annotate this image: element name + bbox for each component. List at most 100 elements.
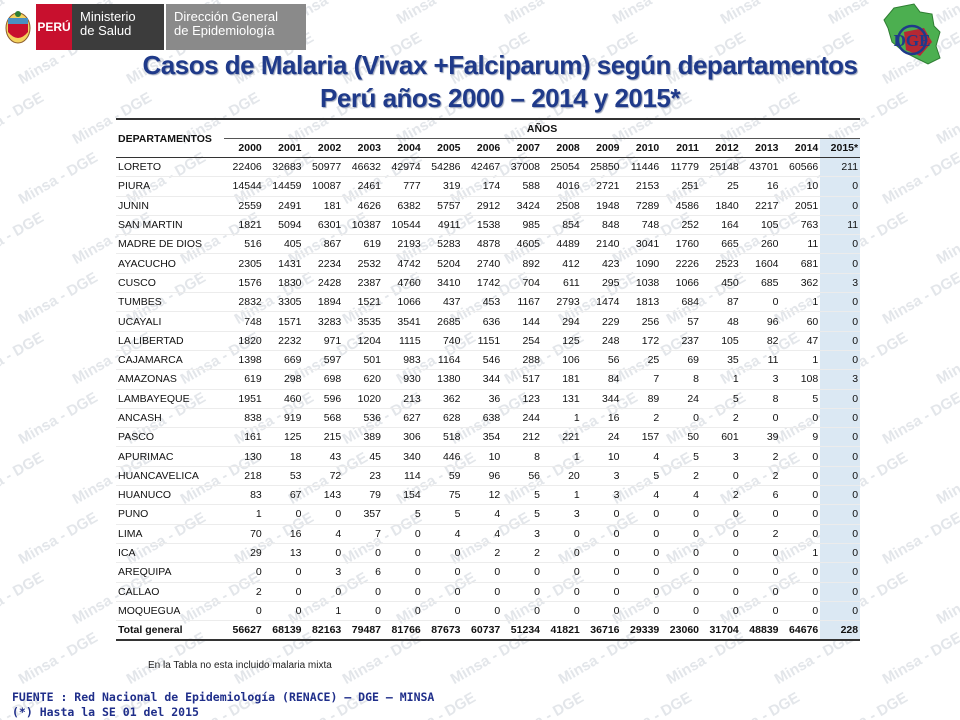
value-cell: 82	[740, 331, 781, 351]
department-cell: HUANUCO	[116, 485, 224, 506]
minsa-logo: PERÚ Ministerio de Salud Dirección Gener…	[0, 4, 306, 50]
value-cell: 59	[422, 466, 463, 487]
value-cell: 4626	[343, 196, 383, 216]
value-cell: 1820	[224, 331, 264, 351]
value-cell: 237	[661, 331, 701, 351]
watermark-text: Minsa - DGE	[933, 449, 960, 508]
value-cell: 3041	[621, 234, 662, 255]
value-cell: 218	[224, 466, 264, 487]
value-cell: 0	[542, 582, 582, 602]
value-cell: 11	[780, 234, 821, 255]
department-cell: MADRE DE DIOS	[116, 234, 224, 255]
value-cell: 211	[820, 157, 861, 178]
table-row: CUSCO 1576 1830 2428 2387 4760 3410 1742 704 611 2…	[116, 273, 861, 294]
value-cell: 0	[820, 582, 861, 602]
value-cell: 6382	[383, 196, 423, 216]
value-cell: 89	[621, 389, 662, 409]
table-row: TUMBES 2832 3305 1894 1521 1066 437 453 1167 2793…	[116, 292, 861, 313]
value-cell: 60	[780, 311, 821, 332]
value-cell: 5	[502, 504, 542, 525]
value-cell: 3	[820, 369, 861, 390]
total-value-cell: 56627	[224, 620, 264, 642]
year-header-cell: 2009	[581, 138, 622, 158]
value-cell: 0	[303, 582, 344, 602]
value-cell: 362	[422, 389, 463, 409]
value-cell: 96	[462, 466, 503, 487]
year-header-cell: 2000	[224, 138, 264, 158]
value-cell: 777	[383, 176, 423, 197]
value-cell: 105	[740, 215, 781, 236]
value-cell: 24	[661, 389, 701, 409]
value-cell: 3	[502, 524, 542, 544]
value-cell: 1951	[224, 389, 264, 409]
value-cell: 698	[303, 369, 344, 390]
value-cell: 985	[502, 215, 542, 236]
value-cell: 4	[621, 485, 662, 506]
coat-of-arms-icon	[0, 4, 36, 50]
value-cell: 72	[303, 466, 344, 487]
value-cell: 0	[581, 562, 622, 583]
year-header-cell: 2002	[303, 138, 344, 158]
value-cell: 181	[542, 369, 582, 390]
value-cell: 69	[661, 350, 701, 371]
value-cell: 8	[502, 446, 542, 467]
table-row: CALLAO 2 0 0 0 0 0 0 0 0 0 0 0 0 0 0 0	[116, 582, 861, 602]
value-cell: 10087	[303, 176, 344, 197]
department-cell: UCAYALI	[116, 311, 224, 332]
value-cell: 748	[224, 311, 264, 332]
value-cell: 0	[820, 253, 861, 274]
value-cell: 0	[780, 582, 821, 602]
value-cell: 4	[303, 524, 344, 544]
value-cell: 248	[581, 331, 622, 351]
value-cell: 2387	[343, 273, 383, 294]
value-cell: 3283	[303, 311, 344, 332]
value-cell: 344	[581, 389, 622, 409]
value-cell: 1830	[263, 273, 304, 294]
value-cell: 0	[820, 350, 861, 371]
value-cell: 669	[263, 350, 304, 371]
value-cell: 25850	[581, 157, 622, 178]
value-cell: 56	[581, 350, 622, 371]
value-cell: 0	[701, 543, 741, 564]
value-cell: 5	[661, 446, 701, 467]
value-cell: 2193	[383, 234, 423, 255]
value-cell: 60566	[780, 157, 821, 178]
value-cell: 4878	[462, 234, 503, 255]
department-cell: AYACUCHO	[116, 253, 224, 274]
value-cell: 319	[422, 176, 463, 197]
value-cell: 2051	[780, 196, 821, 216]
year-header-cell: 2008	[542, 138, 582, 158]
value-cell: 8	[661, 369, 701, 390]
value-cell: 75	[422, 485, 463, 506]
value-cell: 0	[780, 524, 821, 544]
value-cell: 143	[303, 485, 344, 506]
value-cell: 3	[740, 369, 781, 390]
value-cell: 1066	[383, 292, 423, 313]
value-cell: 1821	[224, 215, 264, 236]
value-cell: 1894	[303, 292, 344, 313]
value-cell: 0	[701, 524, 741, 544]
watermark-text: Minsa - DGE	[825, 689, 911, 720]
value-cell: 10	[581, 446, 622, 467]
value-cell: 0	[780, 408, 821, 429]
total-value-cell: 51234	[502, 620, 542, 642]
value-cell: 0	[581, 524, 622, 544]
value-cell: 1020	[343, 389, 383, 409]
department-cell: APURIMAC	[116, 446, 224, 467]
value-cell: 748	[621, 215, 662, 236]
dept-column-header: DEPARTAMENTOS	[116, 118, 224, 158]
total-value-cell: 41821	[542, 620, 582, 642]
watermark-text: Minsa - DGE	[879, 149, 960, 208]
table-row: HUANUCO 83 67 143 79 154 75 12 5 1 3 4 4 2 6 0 0	[116, 485, 861, 506]
value-cell: 354	[462, 427, 503, 448]
dge-line-2: de Epidemiología	[174, 23, 275, 38]
value-cell: 56	[502, 466, 542, 487]
value-cell: 1760	[661, 234, 701, 255]
table-row: MOQUEGUA 0 0 1 0 0 0 0 0 0 0 0 0 0 0 0 0	[116, 601, 861, 622]
value-cell: 450	[701, 273, 741, 294]
value-cell: 125	[542, 331, 582, 351]
value-cell: 13	[263, 543, 304, 564]
dge-line-1: Dirección General	[174, 9, 279, 24]
value-cell: 0	[701, 466, 741, 487]
value-cell: 0	[701, 601, 741, 622]
